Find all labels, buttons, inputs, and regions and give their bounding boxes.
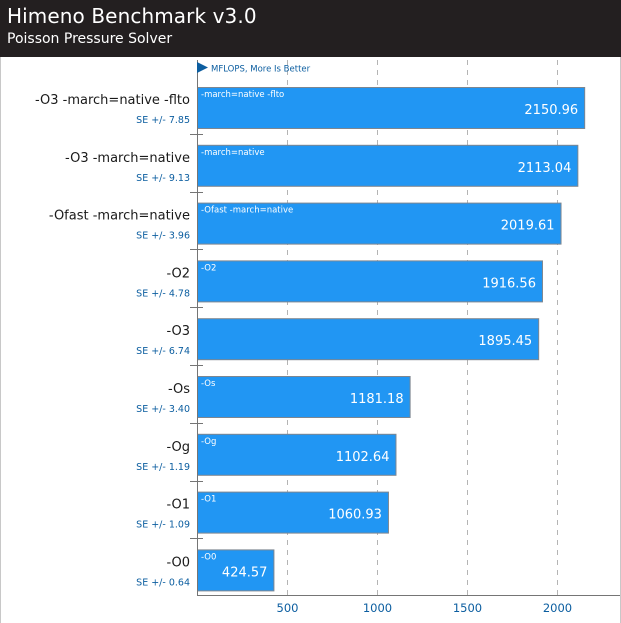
error-label: SE +/- 1.09 — [136, 520, 190, 531]
bar-row-0: -march=native -flto 2150.96 -O3 -march=nat… — [35, 87, 586, 129]
category-label: -Os — [168, 382, 190, 397]
bar-row-4: 1895.45 -O3 SE +/- 6.74 — [136, 318, 540, 361]
bar — [197, 318, 540, 361]
bar-inner-label: -march=native — [201, 148, 265, 158]
error-label: SE +/- 9.13 — [136, 173, 190, 184]
bar — [197, 144, 579, 187]
value-label: 1102.64 — [336, 450, 390, 465]
bar-row-5: -Os 1181.18 -Os SE +/- 3.40 — [136, 376, 411, 418]
bar-inner-label: -Ofast -march=native — [201, 206, 293, 216]
bar-row-1: -march=native 2113.04 -O3 -march=native SE … — [65, 144, 579, 187]
category-label: -O1 — [166, 498, 190, 513]
bar-inner-label: -Og — [201, 437, 216, 447]
bars: -march=native -flto 2150.96 -O3 -march=nat… — [35, 87, 586, 592]
bar — [197, 87, 586, 129]
error-label: SE +/- 6.74 — [136, 346, 190, 357]
bar-row-2: -Ofast -march=native 2019.61 -Ofast -march… — [49, 202, 562, 245]
axes: 500 1000 1500 2000 — [190, 60, 620, 615]
play-arrow-icon — [197, 62, 208, 73]
bar-inner-label: -O2 — [201, 263, 216, 273]
x-tick-label-2: 1500 — [453, 601, 482, 615]
metric-note: MFLOPS, More Is Better — [211, 65, 311, 75]
metric-legend: MFLOPS, More Is Better — [197, 62, 311, 75]
bar-row-8: -O0 424.57 -O0 SE +/- 0.64 — [136, 549, 275, 592]
bar — [197, 549, 275, 592]
value-label: 1181.18 — [350, 392, 404, 407]
category-label: -O3 — [166, 324, 190, 339]
value-label: 1060.93 — [328, 508, 382, 523]
error-label: SE +/- 3.40 — [136, 404, 190, 415]
bar — [197, 491, 389, 534]
value-label: 2113.04 — [518, 161, 572, 176]
error-label: SE +/- 1.19 — [136, 462, 190, 473]
x-tick-label-1: 1000 — [363, 601, 392, 615]
bar-inner-label: -O1 — [201, 495, 216, 505]
bar — [197, 433, 397, 476]
chart-subtitle: Poisson Pressure Solver — [7, 31, 173, 47]
bar-row-6: -Og 1102.64 -Og SE +/- 1.19 — [136, 433, 397, 476]
bar-inner-label: -O0 — [201, 552, 216, 562]
value-label: 1916.56 — [482, 276, 536, 291]
error-label: SE +/- 3.96 — [136, 231, 190, 242]
bar-inner-label: -march=native -flto — [201, 90, 284, 100]
category-label: -O0 — [166, 555, 190, 570]
error-label: SE +/- 0.64 — [136, 577, 190, 588]
chart-title: Himeno Benchmark v3.0 — [7, 4, 257, 28]
bar-row-7: -O1 1060.93 -O1 SE +/- 1.09 — [136, 491, 389, 534]
category-label: -O2 — [166, 266, 190, 281]
category-label: -O3 -march=native -flto — [35, 93, 190, 108]
error-label: SE +/- 7.85 — [136, 115, 190, 126]
category-label: -Og — [166, 440, 190, 455]
value-label: 424.57 — [222, 565, 268, 580]
category-label: -O3 -march=native — [65, 151, 190, 166]
bar — [197, 376, 411, 418]
x-tick-label-3: 2000 — [543, 601, 572, 615]
error-label: SE +/- 4.78 — [136, 288, 190, 299]
x-tick-label-0: 500 — [277, 601, 299, 615]
frame-left-border — [0, 57, 1, 623]
bar-inner-label: -Os — [201, 379, 216, 389]
category-label: -Ofast -march=native — [49, 209, 190, 224]
value-label: 2019.61 — [501, 219, 555, 234]
value-label: 2150.96 — [524, 103, 578, 118]
chart-header: Himeno Benchmark v3.0 Poisson Pressure S… — [0, 0, 621, 57]
value-label: 1895.45 — [478, 334, 532, 349]
